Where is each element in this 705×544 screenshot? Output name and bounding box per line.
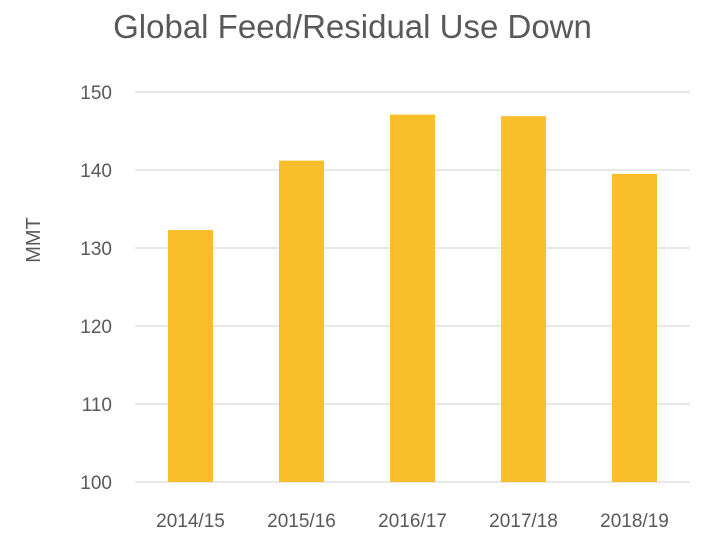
y-tick-label: 150 bbox=[80, 83, 112, 104]
bar-2018-19 bbox=[612, 173, 657, 482]
bar-2016-17 bbox=[390, 114, 435, 483]
x-tick-label: 2017/18 bbox=[489, 511, 558, 532]
chart-title: Global Feed/Residual Use Down bbox=[113, 8, 592, 45]
bar-2015-16 bbox=[279, 160, 324, 482]
y-tick-label: 100 bbox=[80, 473, 112, 494]
y-tick-label: 120 bbox=[80, 317, 112, 338]
y-axis-title: MMT bbox=[23, 217, 45, 263]
x-tick-label: 2015/16 bbox=[267, 511, 336, 532]
y-tick-label: 130 bbox=[80, 239, 112, 260]
x-tick-label: 2014/15 bbox=[156, 511, 225, 532]
x-tick-label: 2016/17 bbox=[378, 511, 447, 532]
bar-2014-15 bbox=[168, 230, 213, 482]
y-tick-label: 110 bbox=[82, 395, 112, 416]
x-tick-labels: 2014/15 2015/16 2016/17 2017/18 2018/19 bbox=[156, 511, 669, 532]
bar-2017-18 bbox=[501, 116, 546, 483]
y-tick-labels: 100 110 120 130 140 150 bbox=[80, 83, 112, 494]
bars bbox=[168, 114, 657, 483]
y-tick-label: 140 bbox=[80, 161, 112, 182]
x-tick-label: 2018/19 bbox=[600, 511, 669, 532]
